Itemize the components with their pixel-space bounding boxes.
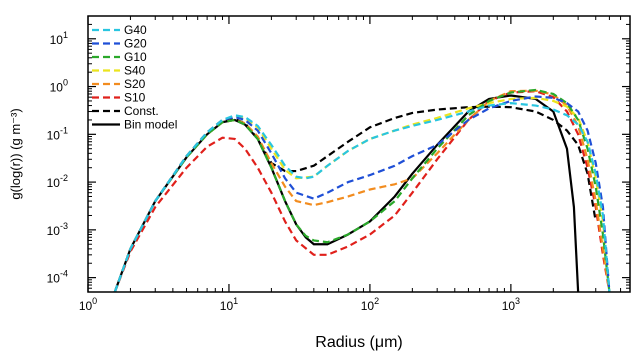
- y-tick-label-base: 10: [50, 81, 64, 95]
- series-line-const: [113, 105, 597, 292]
- x-tick-label-base: 10: [79, 299, 93, 313]
- legend-label: G40: [124, 23, 147, 37]
- y-tick-label: 10-1: [47, 125, 68, 142]
- series-line-s10: [113, 90, 611, 292]
- legend-label: G10: [124, 50, 147, 64]
- x-tick-label-exponent: 3: [515, 296, 520, 306]
- legend-label: S40: [124, 64, 146, 78]
- x-tick-label-base: 10: [502, 299, 516, 313]
- y-tick-label-exponent: 0: [63, 78, 68, 88]
- legend-label: Const.: [124, 104, 159, 118]
- y-tick-label-exponent: -3: [60, 221, 68, 231]
- y-tick-label-exponent: 1: [63, 30, 68, 40]
- major-ticks: [87, 16, 630, 292]
- x-axis-title: Radius (μm): [315, 334, 402, 351]
- plot-frame: [87, 15, 631, 293]
- x-tick-label: 100: [79, 296, 97, 313]
- y-tick-label-base: 10: [50, 33, 64, 47]
- x-tick-label-exponent: 1: [233, 296, 238, 306]
- x-tick-labels: 100 101 102 103: [79, 296, 520, 313]
- y-tick-label-base: 10: [47, 224, 61, 238]
- x-tick-label-base: 10: [361, 299, 375, 313]
- y-tick-label-base: 10: [47, 272, 61, 286]
- y-tick-label-exponent: -2: [60, 173, 68, 183]
- legend-label: S10: [124, 91, 146, 105]
- series-layer: [113, 88, 611, 292]
- y-axis-title: g(log(r)) (g m⁻³): [8, 108, 23, 199]
- legend-label: S20: [124, 77, 146, 91]
- y-tick-label-exponent: -4: [60, 269, 68, 279]
- series-line-s20: [113, 89, 611, 292]
- y-tick-label-base: 10: [47, 128, 61, 142]
- y-tick-label-exponent: -1: [60, 125, 68, 135]
- series-line-g40: [113, 102, 611, 292]
- y-tick-label: 10-3: [47, 221, 68, 238]
- x-tick-label-exponent: 0: [92, 296, 97, 306]
- x-tick-label: 101: [220, 296, 238, 313]
- series-line-bin-model: [113, 94, 580, 292]
- y-tick-label: 100: [50, 78, 68, 95]
- x-tick-label-exponent: 2: [374, 296, 379, 306]
- minor-ticks: [88, 16, 630, 292]
- legend-label: G20: [124, 37, 147, 51]
- x-tick-label: 103: [502, 296, 520, 313]
- legend-label: Bin model: [124, 118, 177, 132]
- y-tick-label-base: 10: [47, 176, 61, 190]
- x-tick-label: 102: [361, 296, 379, 313]
- series-line-g10: [113, 88, 611, 292]
- series-line-g20: [113, 95, 611, 292]
- x-tick-label-base: 10: [220, 299, 234, 313]
- y-tick-label: 10-2: [47, 173, 68, 190]
- y-tick-label: 10-4: [47, 269, 68, 286]
- y-tick-label: 101: [50, 30, 68, 47]
- series-line-s40: [113, 96, 611, 292]
